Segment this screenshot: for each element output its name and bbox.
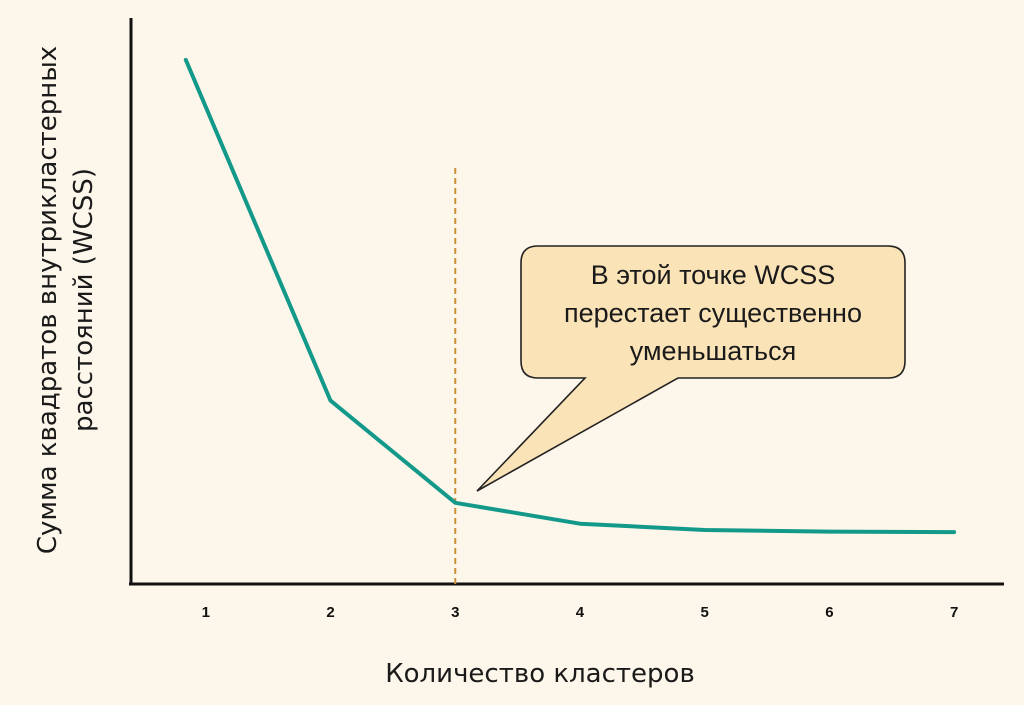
x-tick-labels: 1 2 3 4 5 6 7 bbox=[202, 604, 959, 621]
x-tick-label-6: 6 bbox=[825, 604, 833, 621]
x-axis-title: Количество кластеров bbox=[385, 659, 695, 689]
y-axis-title-line-1: Сумма квадратов внутрикластерных bbox=[33, 46, 63, 554]
annotation-line-2: перестает существенно bbox=[564, 298, 862, 328]
x-tick-label-1: 1 bbox=[202, 604, 210, 621]
x-tick-label-7: 7 bbox=[950, 604, 958, 621]
wcss-series-line bbox=[183, 57, 957, 535]
x-tick-label-3: 3 bbox=[451, 604, 459, 621]
x-tick-label-4: 4 bbox=[576, 604, 585, 621]
annotation-line-3: уменьшаться bbox=[630, 336, 796, 366]
y-axis-title-line-2: расстояний (WCSS) bbox=[69, 168, 99, 432]
annotation-line-1: В этой точке WCSS bbox=[591, 260, 836, 290]
annotation-callout-bubble bbox=[476, 245, 906, 492]
x-tick-label-5: 5 bbox=[701, 604, 709, 621]
x-tick-label-2: 2 bbox=[326, 604, 334, 621]
